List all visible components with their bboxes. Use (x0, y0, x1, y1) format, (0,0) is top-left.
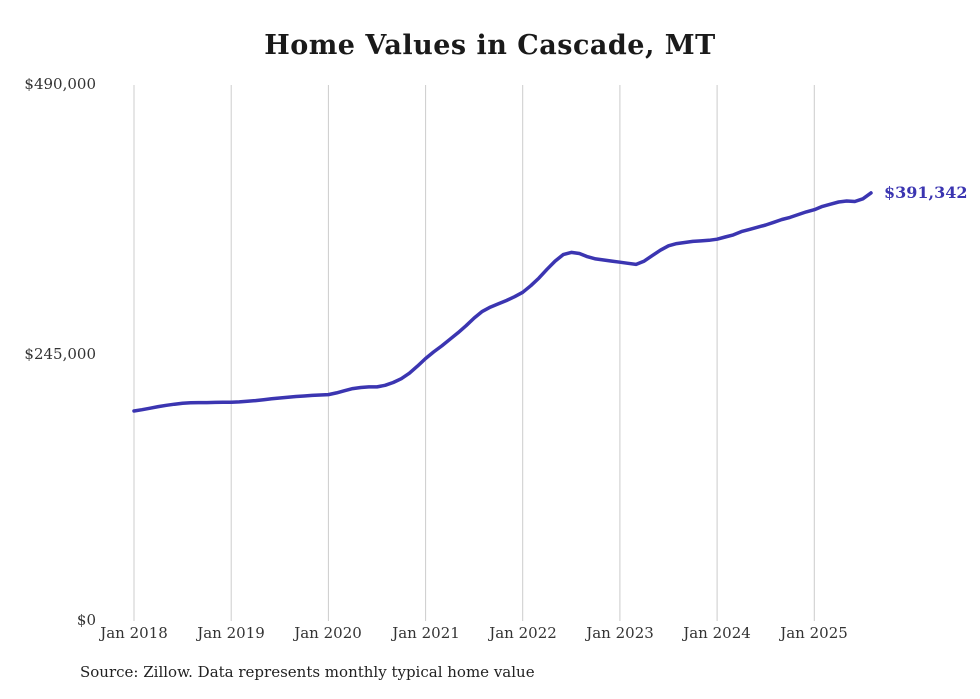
y-axis-tick-label: $245,000 (24, 345, 96, 363)
x-axis-tick-label: Jan 2025 (780, 624, 848, 642)
x-axis-tick-label: Jan 2018 (100, 624, 168, 642)
home-value-series-line (132, 191, 873, 413)
x-axis-tick-label: Jan 2021 (392, 624, 460, 642)
x-axis-tick-label: Jan 2020 (294, 624, 362, 642)
y-axis-tick-label: $0 (76, 611, 96, 629)
x-axis-tick-label: Jan 2019 (197, 624, 265, 642)
x-axis-tick-label: Jan 2023 (586, 624, 654, 642)
source-note: Source: Zillow. Data represents monthly … (80, 663, 535, 681)
x-axis-tick-label: Jan 2024 (683, 624, 751, 642)
x-axis-tick-label: Jan 2022 (489, 624, 557, 642)
latest-value-label: $391,342 (884, 183, 968, 202)
y-axis-tick-label: $490,000 (24, 75, 96, 93)
chart-title: Home Values in Cascade, MT (264, 30, 716, 61)
